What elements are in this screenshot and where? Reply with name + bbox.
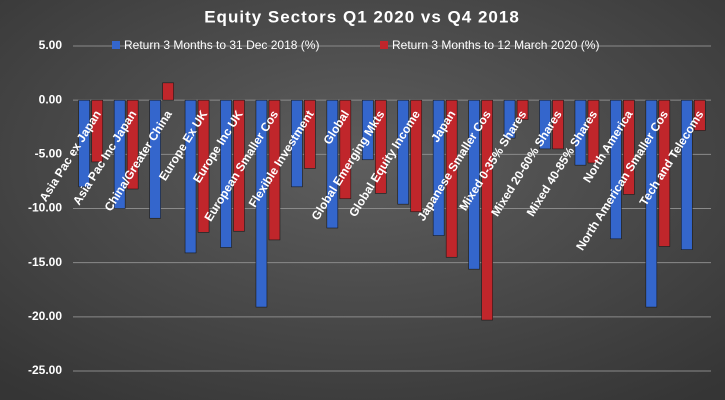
bar [410, 99, 423, 213]
y-tick-label: 0.00 [39, 92, 63, 106]
bar [645, 99, 658, 308]
bar [78, 99, 91, 188]
bar [255, 99, 268, 308]
bar [623, 99, 635, 195]
bar [268, 99, 281, 241]
bar [374, 99, 387, 194]
bar [552, 99, 564, 150]
bar [91, 99, 104, 163]
bar [326, 99, 339, 229]
bar [481, 99, 493, 321]
bar [658, 99, 671, 247]
bar [304, 99, 316, 169]
bar [503, 99, 516, 139]
chart-title: Equity Sectors Q1 2020 vs Q4 2018 [204, 7, 520, 26]
bar [184, 99, 197, 254]
legend-label: Return 3 Months to 12 March 2020 (%) [392, 38, 599, 52]
bar [113, 99, 126, 209]
y-tick-label: -10.00 [28, 201, 62, 215]
bar [680, 99, 693, 250]
bar [149, 99, 161, 219]
bar [126, 99, 139, 190]
bars [78, 82, 706, 321]
bar [693, 99, 706, 131]
legend-label: Return 3 Months to 31 Dec 2018 (%) [124, 38, 319, 52]
bar [516, 99, 529, 120]
legend-swatch [380, 41, 388, 49]
y-tick-label: -5.00 [35, 147, 63, 161]
bar [339, 99, 352, 200]
y-tick-label: 5.00 [39, 38, 63, 52]
bar [574, 99, 587, 166]
bar [361, 99, 374, 161]
bar [539, 99, 551, 150]
bar [291, 99, 303, 188]
bar [233, 99, 245, 232]
bar [445, 99, 458, 258]
grid: 5.00 0.00 -5.00 -10.00 -15.00 -20.00 -25.00 [28, 38, 711, 377]
bar [162, 82, 174, 101]
y-tick-label: -15.00 [28, 255, 62, 269]
bar [197, 99, 210, 233]
bar [397, 99, 410, 205]
bar [587, 99, 600, 164]
bar [220, 99, 232, 248]
y-tick-label: -25.00 [28, 363, 62, 377]
bar [610, 99, 622, 240]
legend-swatch [112, 41, 120, 49]
bar [432, 99, 445, 236]
y-tick-label: -20.00 [28, 309, 62, 323]
bar [468, 99, 480, 270]
